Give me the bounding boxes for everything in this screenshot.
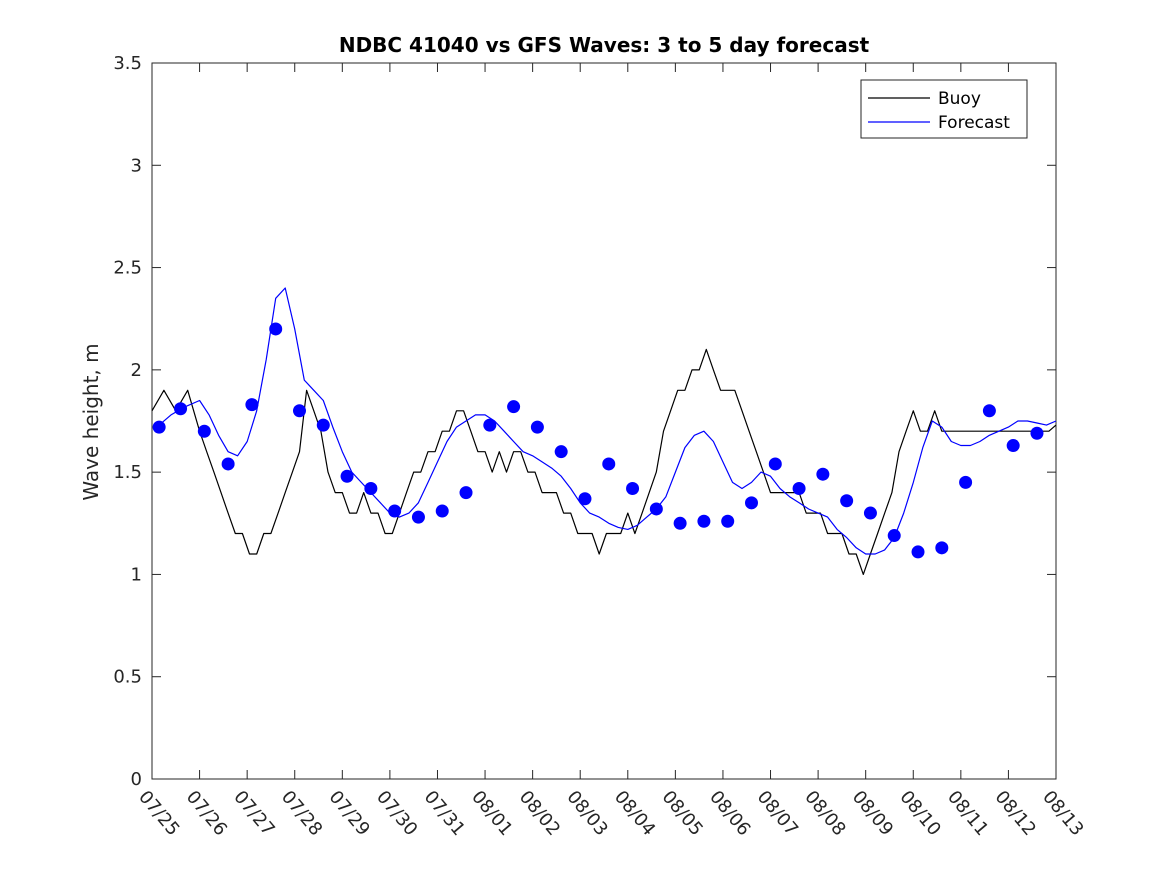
forecast-marker — [221, 457, 235, 471]
forecast-marker — [483, 418, 497, 432]
forecast-marker — [340, 469, 354, 483]
forecast-marker — [673, 516, 687, 530]
legend: Buoy Forecast — [860, 79, 1028, 139]
forecast-marker — [744, 496, 758, 510]
y-axis-label: Wave height, m — [79, 343, 103, 500]
forecast-marker — [911, 545, 925, 559]
y-tick-label: 3.5 — [113, 53, 142, 74]
forecast-marker — [578, 492, 592, 506]
forecast-marker — [435, 504, 449, 518]
forecast-marker — [768, 457, 782, 471]
forecast-line — [156, 287, 1057, 555]
forecast-marker — [721, 514, 735, 528]
forecast-marker — [364, 482, 378, 496]
forecast-marker — [697, 514, 711, 528]
forecast-marker — [602, 457, 616, 471]
forecast-marker — [316, 418, 330, 432]
forecast-marker — [959, 475, 973, 489]
forecast-marker — [982, 404, 996, 418]
chart-title: NDBC 41040 vs GFS Waves: 3 to 5 day fore… — [339, 33, 870, 57]
forecast-marker — [292, 404, 306, 418]
forecast-marker — [887, 529, 901, 543]
y-tick-label: 3 — [131, 155, 142, 176]
forecast-marker — [649, 502, 663, 516]
forecast-marker — [411, 510, 425, 524]
forecast-marker — [840, 494, 854, 508]
forecast-marker — [1030, 426, 1044, 440]
forecast-marker — [816, 467, 830, 481]
legend-buoy-label: Buoy — [938, 89, 981, 109]
legend-forecast-label: Forecast — [938, 113, 1010, 133]
y-tick-label: 1.5 — [113, 462, 142, 483]
forecast-marker — [935, 541, 949, 555]
y-tick-label: 2 — [131, 360, 142, 381]
y-tick-label: 0.5 — [113, 667, 142, 688]
y-tick-label: 2.5 — [113, 258, 142, 279]
forecast-marker — [507, 400, 521, 414]
forecast-marker — [863, 506, 877, 520]
forecast-marker — [269, 322, 283, 336]
forecast-marker — [152, 420, 166, 434]
forecast-marker — [459, 486, 473, 500]
y-tick-label: 0 — [131, 769, 142, 790]
forecast-marker — [1006, 439, 1020, 453]
forecast-marker — [245, 398, 259, 412]
forecast-marker — [626, 482, 640, 496]
forecast-marker — [792, 482, 806, 496]
y-tick-label: 1 — [131, 564, 142, 585]
forecast-marker — [197, 424, 211, 438]
legend-box — [860, 79, 1028, 139]
forecast-marker — [174, 402, 188, 416]
forecast-marker — [388, 504, 402, 518]
forecast-marker — [554, 445, 568, 459]
forecast-marker — [530, 420, 544, 434]
